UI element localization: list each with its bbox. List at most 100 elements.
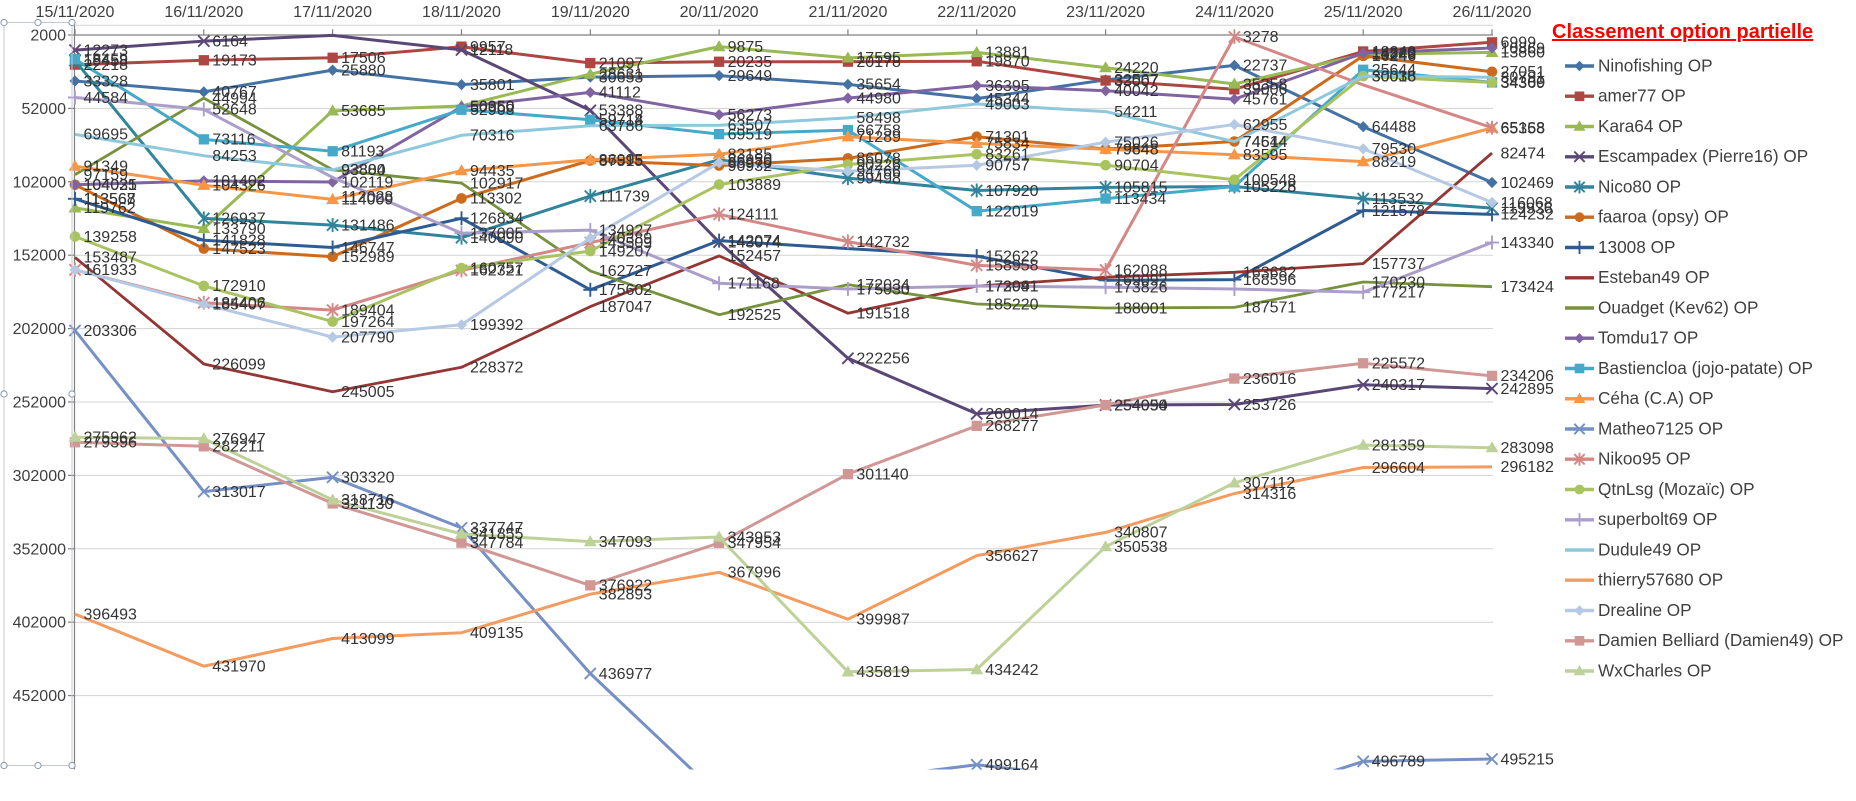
svg-text:142074: 142074 (728, 233, 781, 250)
svg-text:137005: 137005 (470, 226, 523, 243)
svg-text:234206: 234206 (1501, 368, 1554, 385)
svg-text:Bastiencloa (jojo-patate) OP: Bastiencloa (jojo-patate) OP (1598, 358, 1813, 378)
svg-text:16/11/2020: 16/11/2020 (164, 4, 243, 21)
svg-text:30016: 30016 (1372, 68, 1417, 85)
svg-text:32567: 32567 (1114, 72, 1159, 89)
svg-text:superbolt69 OP: superbolt69 OP (1598, 509, 1717, 529)
svg-text:153487: 153487 (84, 250, 137, 267)
svg-text:105228: 105228 (1243, 179, 1296, 196)
svg-text:352000: 352000 (13, 541, 66, 558)
svg-text:161933: 161933 (84, 262, 137, 279)
svg-text:20/11/2020: 20/11/2020 (680, 4, 759, 21)
svg-text:90226: 90226 (856, 157, 901, 174)
svg-text:191518: 191518 (856, 306, 909, 323)
svg-text:18459: 18459 (84, 52, 129, 69)
svg-text:71289: 71289 (856, 129, 901, 146)
svg-text:63786: 63786 (599, 118, 644, 135)
svg-text:Escampadex (Pierre16) OP: Escampadex (Pierre16) OP (1598, 146, 1808, 166)
svg-text:341855: 341855 (470, 526, 523, 543)
svg-text:185220: 185220 (985, 296, 1038, 313)
svg-text:36395: 36395 (985, 78, 1030, 95)
svg-text:45344: 45344 (985, 91, 1030, 108)
svg-text:24/11/2020: 24/11/2020 (1195, 4, 1274, 21)
svg-text:22218: 22218 (84, 57, 129, 74)
svg-text:41112: 41112 (599, 85, 641, 102)
svg-text:44584: 44584 (84, 90, 129, 107)
svg-text:187047: 187047 (599, 299, 652, 316)
svg-text:337747: 337747 (470, 520, 523, 537)
svg-text:44994: 44994 (212, 90, 257, 107)
svg-text:21097: 21097 (599, 55, 644, 72)
svg-text:169092: 169092 (1114, 273, 1167, 290)
svg-text:101402: 101402 (212, 173, 265, 190)
svg-text:74644: 74644 (1243, 134, 1288, 151)
svg-text:20178: 20178 (856, 54, 901, 71)
svg-text:75026: 75026 (1114, 135, 1159, 152)
svg-text:133790: 133790 (212, 221, 265, 238)
svg-text:163682: 163682 (1243, 265, 1296, 282)
svg-text:QtnLsg (Mozaïc) OP: QtnLsg (Mozaïc) OP (1598, 479, 1755, 499)
svg-text:52908: 52908 (470, 102, 515, 119)
svg-text:119936: 119936 (1501, 200, 1553, 217)
svg-text:162088: 162088 (1114, 262, 1167, 279)
svg-text:90704: 90704 (1114, 158, 1159, 175)
svg-text:9875: 9875 (728, 39, 764, 56)
svg-text:236016: 236016 (1243, 371, 1296, 388)
svg-text:111739: 111739 (599, 188, 650, 205)
svg-text:140389: 140389 (599, 231, 652, 248)
svg-text:49003: 49003 (985, 96, 1030, 113)
svg-text:59718: 59718 (599, 112, 644, 129)
svg-text:73116: 73116 (212, 132, 255, 149)
svg-text:21/11/2020: 21/11/2020 (808, 4, 887, 21)
svg-text:157737: 157737 (1372, 256, 1425, 273)
svg-text:402000: 402000 (13, 615, 66, 632)
svg-text:Tomdu17 OP: Tomdu17 OP (1598, 328, 1698, 348)
svg-text:Nikoo95 OP: Nikoo95 OP (1598, 449, 1691, 469)
svg-text:91349: 91349 (84, 159, 129, 176)
svg-text:102000: 102000 (13, 174, 66, 191)
svg-text:122019: 122019 (985, 204, 1038, 221)
svg-text:90932: 90932 (728, 158, 773, 175)
svg-text:321130: 321130 (341, 496, 393, 513)
svg-text:126937: 126937 (212, 211, 265, 228)
svg-text:19870: 19870 (985, 54, 1030, 71)
svg-text:347093: 347093 (599, 534, 652, 551)
svg-text:192525: 192525 (728, 307, 781, 324)
svg-text:409135: 409135 (470, 625, 523, 642)
svg-text:139258: 139258 (84, 229, 137, 246)
svg-text:25644: 25644 (1372, 62, 1417, 79)
svg-text:Céha (C.A) OP: Céha (C.A) OP (1598, 388, 1714, 408)
svg-text:83261: 83261 (985, 147, 1030, 164)
svg-text:168596: 168596 (1243, 272, 1296, 289)
svg-text:81193: 81193 (341, 144, 384, 161)
svg-text:197264: 197264 (341, 314, 394, 331)
svg-text:26/11/2020: 26/11/2020 (1453, 4, 1532, 21)
svg-text:113567: 113567 (84, 191, 136, 208)
svg-text:14323: 14323 (1372, 45, 1417, 62)
svg-text:6164: 6164 (212, 33, 248, 50)
svg-text:82474: 82474 (1501, 145, 1546, 162)
svg-text:88970: 88970 (728, 155, 773, 172)
svg-text:340807: 340807 (1114, 525, 1167, 542)
svg-text:35654: 35654 (856, 77, 901, 94)
svg-text:276947: 276947 (212, 431, 265, 448)
svg-text:124232: 124232 (1501, 207, 1554, 224)
svg-text:134927: 134927 (599, 222, 652, 239)
svg-text:350538: 350538 (1114, 539, 1167, 556)
svg-text:102917: 102917 (470, 175, 523, 192)
svg-text:59714: 59714 (599, 112, 644, 129)
svg-text:65358: 65358 (1501, 120, 1546, 137)
svg-text:252000: 252000 (13, 395, 66, 412)
svg-text:343953: 343953 (728, 529, 781, 546)
svg-text:54211: 54211 (1114, 104, 1157, 121)
svg-text:140090: 140090 (470, 230, 523, 247)
svg-text:Dudule49 OP: Dudule49 OP (1598, 539, 1701, 559)
svg-text:58498: 58498 (856, 110, 901, 127)
svg-text:172991: 172991 (985, 278, 1038, 295)
svg-text:283098: 283098 (1501, 440, 1554, 457)
svg-text:15/11/2020: 15/11/2020 (36, 4, 115, 21)
svg-text:113302: 113302 (470, 191, 522, 208)
svg-text:242895: 242895 (1501, 381, 1554, 398)
svg-text:65168: 65168 (1501, 120, 1546, 137)
svg-text:226099: 226099 (212, 356, 265, 373)
